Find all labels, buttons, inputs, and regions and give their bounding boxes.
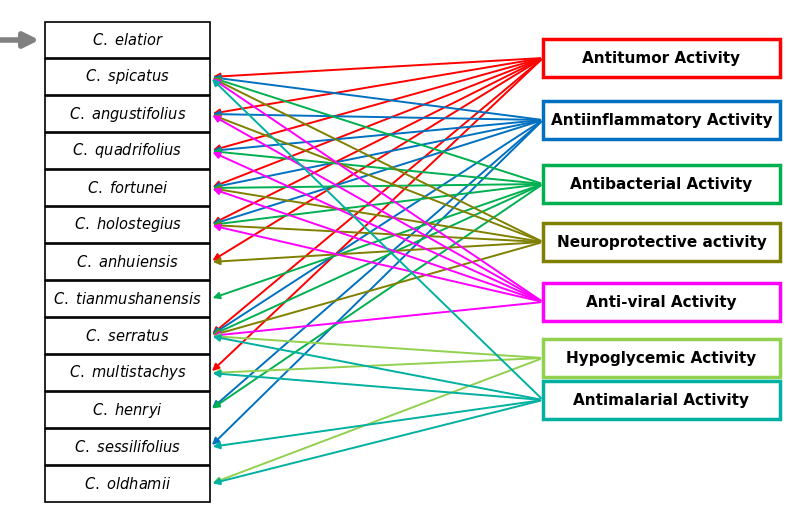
Text: Antibacterial Activity: Antibacterial Activity bbox=[571, 176, 752, 192]
Text: $\it{C.\ anhuiensis}$: $\it{C.\ anhuiensis}$ bbox=[77, 254, 179, 270]
Text: Anti-viral Activity: Anti-viral Activity bbox=[586, 295, 736, 310]
Text: $\it{C.\ angustifolius}$: $\it{C.\ angustifolius}$ bbox=[69, 104, 186, 123]
Text: $\it{C.\ quadrifolius}$: $\it{C.\ quadrifolius}$ bbox=[73, 142, 183, 161]
Text: $\it{C.\ elatior}$: $\it{C.\ elatior}$ bbox=[92, 32, 163, 48]
Text: $\it{C.\ spicatus}$: $\it{C.\ spicatus}$ bbox=[85, 68, 170, 87]
Text: $\it{C.\ henryi}$: $\it{C.\ henryi}$ bbox=[92, 401, 163, 419]
Bar bbox=[45, 281, 210, 317]
Text: Neuroprotective activity: Neuroprotective activity bbox=[556, 235, 767, 249]
Text: Antiinflammatory Activity: Antiinflammatory Activity bbox=[551, 112, 772, 128]
Text: $\it{C.\ fortunei}$: $\it{C.\ fortunei}$ bbox=[87, 180, 168, 196]
Bar bbox=[45, 244, 210, 280]
Bar bbox=[543, 283, 780, 321]
Bar bbox=[45, 207, 210, 243]
Bar bbox=[543, 223, 780, 261]
Bar bbox=[45, 392, 210, 428]
Bar bbox=[543, 39, 780, 77]
Bar bbox=[45, 133, 210, 169]
Bar bbox=[45, 466, 210, 502]
Bar bbox=[543, 101, 780, 139]
Text: Hypoglycemic Activity: Hypoglycemic Activity bbox=[567, 351, 756, 365]
Bar bbox=[45, 318, 210, 354]
Bar bbox=[543, 339, 780, 377]
Text: Antimalarial Activity: Antimalarial Activity bbox=[574, 393, 749, 407]
Text: $\it{C.\ oldhamii}$: $\it{C.\ oldhamii}$ bbox=[84, 476, 171, 492]
Bar bbox=[45, 22, 210, 58]
Text: $\it{C.\ serratus}$: $\it{C.\ serratus}$ bbox=[85, 328, 170, 344]
Text: $\it{C.\ multistachys}$: $\it{C.\ multistachys}$ bbox=[69, 363, 186, 383]
Text: $\it{C.\ sessilifolius}$: $\it{C.\ sessilifolius}$ bbox=[74, 439, 181, 455]
Bar bbox=[45, 59, 210, 95]
Text: $\it{C.\ holostegius}$: $\it{C.\ holostegius}$ bbox=[73, 215, 182, 235]
Bar bbox=[45, 96, 210, 132]
Bar bbox=[543, 165, 780, 203]
Text: Antitumor Activity: Antitumor Activity bbox=[583, 50, 740, 66]
Bar bbox=[45, 355, 210, 391]
Bar bbox=[45, 170, 210, 206]
Text: $\it{C.\ tianmushanensis}$: $\it{C.\ tianmushanensis}$ bbox=[53, 291, 202, 307]
Bar bbox=[543, 381, 780, 419]
Bar bbox=[45, 429, 210, 465]
